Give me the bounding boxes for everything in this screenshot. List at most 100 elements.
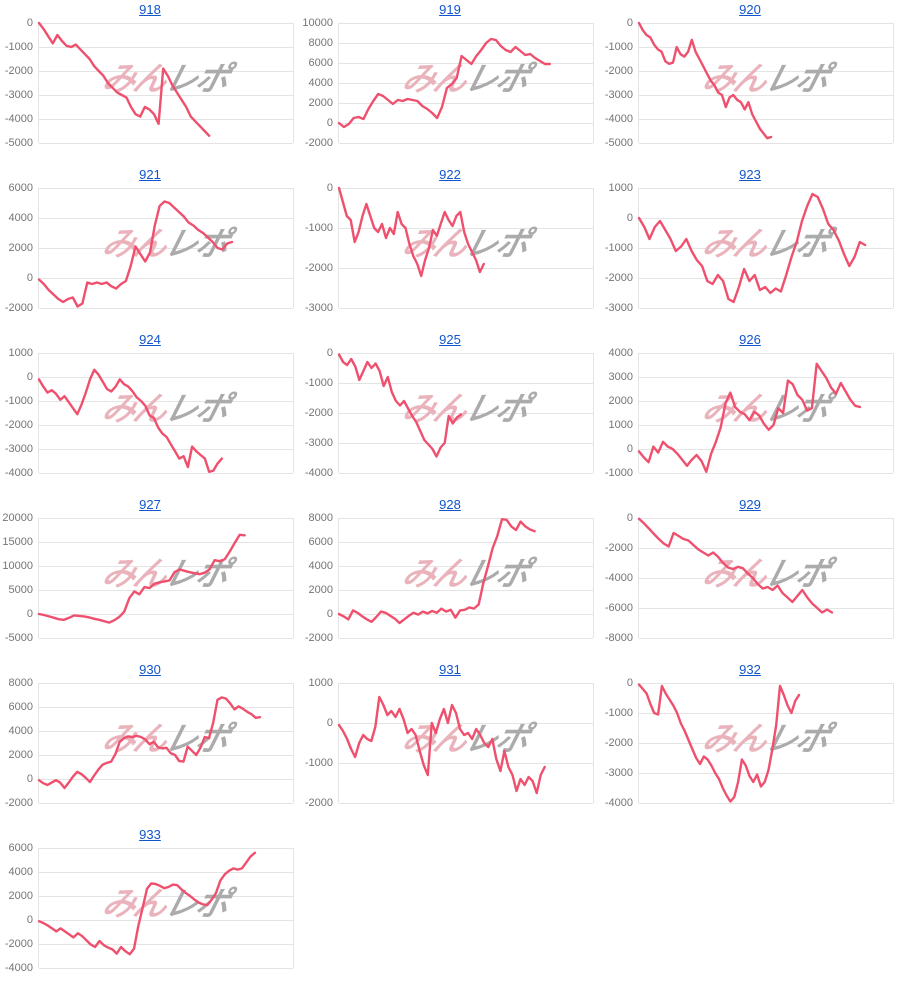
y-axis-tick-label: -2000 — [4, 65, 33, 77]
y-axis-tick-label: 4000 — [608, 347, 633, 359]
y-axis-tick-label: 0 — [626, 212, 633, 224]
chart-title: 926 — [600, 332, 900, 347]
gridline — [39, 248, 293, 249]
gridline — [339, 683, 593, 684]
chart-title-link[interactable]: 932 — [739, 662, 761, 677]
chart-title: 929 — [600, 497, 900, 512]
y-axis-tick-label: 0 — [26, 914, 33, 926]
gridline — [339, 188, 593, 189]
y-axis-tick-label: 4000 — [8, 725, 33, 737]
gridline — [639, 218, 893, 219]
gridline — [39, 278, 293, 279]
y-axis-tick-label: -2000 — [304, 262, 333, 274]
chart-cell: 931 1000 0 -1000 -2000 みんレポ — [300, 660, 600, 825]
chart-title-link[interactable]: 921 — [139, 167, 161, 182]
chart-title-link[interactable]: 930 — [139, 662, 161, 677]
chart-title-link[interactable]: 918 — [139, 2, 161, 17]
plot-area: みんレポ — [37, 683, 294, 804]
line-series — [637, 21, 773, 140]
profit-line-chart — [337, 695, 546, 795]
plot-area: みんレポ — [37, 518, 294, 639]
y-axis-tick-label: -6000 — [604, 602, 633, 614]
profit-line-chart — [37, 533, 246, 624]
gridline — [339, 63, 593, 64]
gridline — [39, 188, 293, 189]
y-axis-tick-label: 6000 — [8, 182, 33, 194]
y-axis-tick-label: 0 — [26, 17, 33, 29]
plot-area: みんレポ — [337, 23, 594, 144]
y-axis-tick-label: -1000 — [604, 707, 633, 719]
gridline — [39, 590, 293, 591]
y-axis-tick-label: -3000 — [4, 89, 33, 101]
chart-title: 930 — [0, 662, 300, 677]
gridline — [39, 425, 293, 426]
gridline — [39, 779, 293, 780]
gridline — [39, 707, 293, 708]
plot-area: みんレポ — [637, 683, 894, 804]
chart-title: 925 — [300, 332, 600, 347]
gridline — [339, 443, 593, 444]
gridline — [39, 218, 293, 219]
y-axis-tick-label: 0 — [26, 272, 33, 284]
chart-title-link[interactable]: 933 — [139, 827, 161, 842]
gridline — [639, 71, 893, 72]
y-axis-tick-label: -4000 — [4, 113, 33, 125]
chart-title: 933 — [0, 827, 300, 842]
gridline — [639, 188, 893, 189]
chart-cell: 933 6000 4000 2000 0 -2000 -4000 みんレポ — [0, 825, 300, 990]
y-axis-tick-label: -1000 — [604, 242, 633, 254]
y-axis-tick-label: -3000 — [604, 302, 633, 314]
y-axis-tick-label: 10000 — [2, 560, 33, 572]
y-axis-tick-label: 0 — [626, 512, 633, 524]
gridline — [639, 143, 893, 144]
chart-title: 923 — [600, 167, 900, 182]
profit-line-chart — [37, 21, 211, 138]
gridline — [339, 43, 593, 44]
y-axis-tick-label: -4000 — [304, 467, 333, 479]
gridline — [39, 944, 293, 945]
y-axis-tick-label: 0 — [26, 773, 33, 785]
chart-title-link[interactable]: 923 — [739, 167, 761, 182]
line-series — [637, 192, 867, 304]
chart-title-link[interactable]: 931 — [439, 662, 461, 677]
gridline — [339, 473, 593, 474]
y-axis-tick-label: 20000 — [2, 512, 33, 524]
chart-cell: 926 4000 3000 2000 1000 0 -1000 みんレポ — [600, 330, 900, 495]
chart-title-link[interactable]: 924 — [139, 332, 161, 347]
chart-title-link[interactable]: 922 — [439, 167, 461, 182]
y-axis-tick-label: -3000 — [4, 443, 33, 455]
y-axis-tick-label: 1000 — [308, 677, 333, 689]
y-axis-tick-label: 1000 — [608, 182, 633, 194]
chart-title-link[interactable]: 927 — [139, 497, 161, 512]
line-series — [37, 368, 224, 474]
chart-cell: 922 0 -1000 -2000 -3000 みんレポ — [300, 165, 600, 330]
gridline — [39, 119, 293, 120]
gridline — [639, 803, 893, 804]
chart-title-link[interactable]: 926 — [739, 332, 761, 347]
y-axis-tick-label: -2000 — [604, 542, 633, 554]
y-axis-tick-label: 6000 — [8, 701, 33, 713]
line-series — [37, 200, 234, 308]
gridline — [339, 413, 593, 414]
chart-title-link[interactable]: 919 — [439, 2, 461, 17]
y-axis-tick-label: 0 — [326, 347, 333, 359]
chart-title: 927 — [0, 497, 300, 512]
gridline — [39, 95, 293, 96]
chart-title-link[interactable]: 925 — [439, 332, 461, 347]
chart-title-link[interactable]: 920 — [739, 2, 761, 17]
gridline — [39, 872, 293, 873]
gridline — [639, 308, 893, 309]
chart-title: 919 — [300, 2, 600, 17]
gridline — [39, 518, 293, 519]
y-axis-tick-label: -3000 — [604, 767, 633, 779]
profit-line-chart — [37, 200, 234, 308]
chart-title: 921 — [0, 167, 300, 182]
y-axis-tick-label: 5000 — [8, 584, 33, 596]
y-axis-tick-label: 0 — [626, 17, 633, 29]
profit-line-chart — [637, 683, 801, 803]
chart-title-link[interactable]: 929 — [739, 497, 761, 512]
chart-title-link[interactable]: 928 — [439, 497, 461, 512]
y-axis-tick-label: -2000 — [304, 137, 333, 149]
plot-area: みんレポ — [637, 353, 894, 474]
